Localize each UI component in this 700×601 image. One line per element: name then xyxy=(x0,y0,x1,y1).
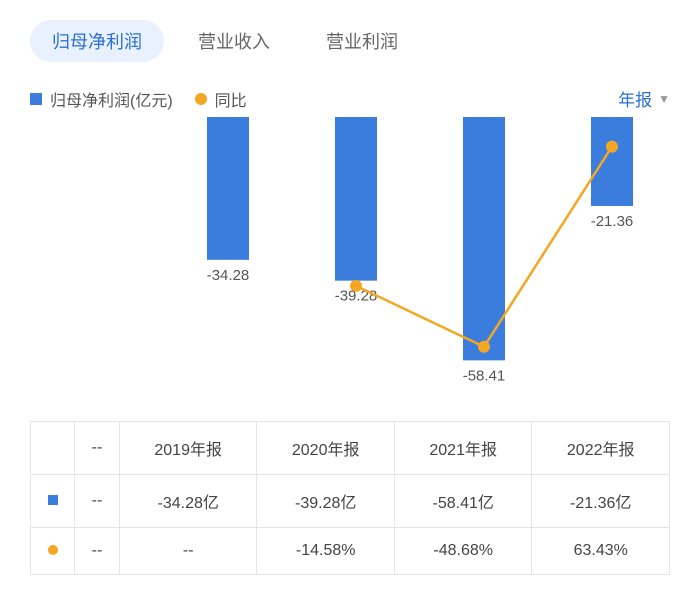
legend-bar-swatch xyxy=(30,93,42,105)
period-label: 年报 xyxy=(618,86,652,111)
bar-2 xyxy=(335,117,377,281)
row-icon-0 xyxy=(31,475,75,528)
legend-line-swatch xyxy=(195,93,207,105)
row-icon-1 xyxy=(31,528,75,575)
bar-label-4: -21.36 xyxy=(591,213,634,230)
table-cell: -34.28亿 xyxy=(119,475,257,528)
table-header-3: 2020年报 xyxy=(257,422,395,475)
table-header-5: 2022年报 xyxy=(532,422,670,475)
table-header-4: 2021年报 xyxy=(394,422,532,475)
table-header-2: 2019年报 xyxy=(119,422,257,475)
bar-4 xyxy=(591,117,633,206)
table-row: ---34.28亿-39.28亿-58.41亿-21.36亿 xyxy=(31,475,670,528)
table-cell: -- xyxy=(75,528,120,575)
tab-1[interactable]: 营业收入 xyxy=(176,20,292,62)
legend-bar-label: 归母净利润(亿元) xyxy=(50,87,173,111)
table-cell: -21.36亿 xyxy=(532,475,670,528)
chart-container: -34.28-39.28-58.41-21.36 xyxy=(30,117,670,407)
bar-label-1: -34.28 xyxy=(207,267,250,284)
bar-line-chart: -34.28-39.28-58.41-21.36 xyxy=(30,117,670,407)
table-row: -----14.58%-48.68%63.43% xyxy=(31,528,670,575)
dot-icon xyxy=(48,545,58,555)
metric-tabs: 归母净利润营业收入营业利润 xyxy=(30,20,670,62)
bar-label-3: -58.41 xyxy=(463,367,506,384)
chevron-down-icon: ▼ xyxy=(658,92,670,106)
legend-line-label: 同比 xyxy=(215,87,247,111)
legend-bar: 归母净利润(亿元) xyxy=(30,87,173,111)
period-selector[interactable]: 年报 ▼ xyxy=(618,86,670,111)
legend-line: 同比 xyxy=(195,87,247,111)
table-cell: -39.28亿 xyxy=(257,475,395,528)
tab-0[interactable]: 归母净利润 xyxy=(30,20,164,62)
table-cell: -- xyxy=(75,475,120,528)
table-header-0 xyxy=(31,422,75,475)
bar-1 xyxy=(207,117,249,260)
data-table: --2019年报2020年报2021年报2022年报---34.28亿-39.2… xyxy=(30,421,670,575)
table-cell: -14.58% xyxy=(257,528,395,575)
table-cell: -- xyxy=(119,528,257,575)
table-cell: 63.43% xyxy=(532,528,670,575)
legend-row: 归母净利润(亿元) 同比 年报 ▼ xyxy=(30,86,670,111)
table-header-1: -- xyxy=(75,422,120,475)
line-marker-1 xyxy=(478,341,490,353)
tab-2[interactable]: 营业利润 xyxy=(304,20,420,62)
line-marker-2 xyxy=(606,141,618,153)
line-marker-0 xyxy=(350,280,362,292)
table-cell: -58.41亿 xyxy=(394,475,532,528)
table-cell: -48.68% xyxy=(394,528,532,575)
square-icon xyxy=(48,495,58,505)
